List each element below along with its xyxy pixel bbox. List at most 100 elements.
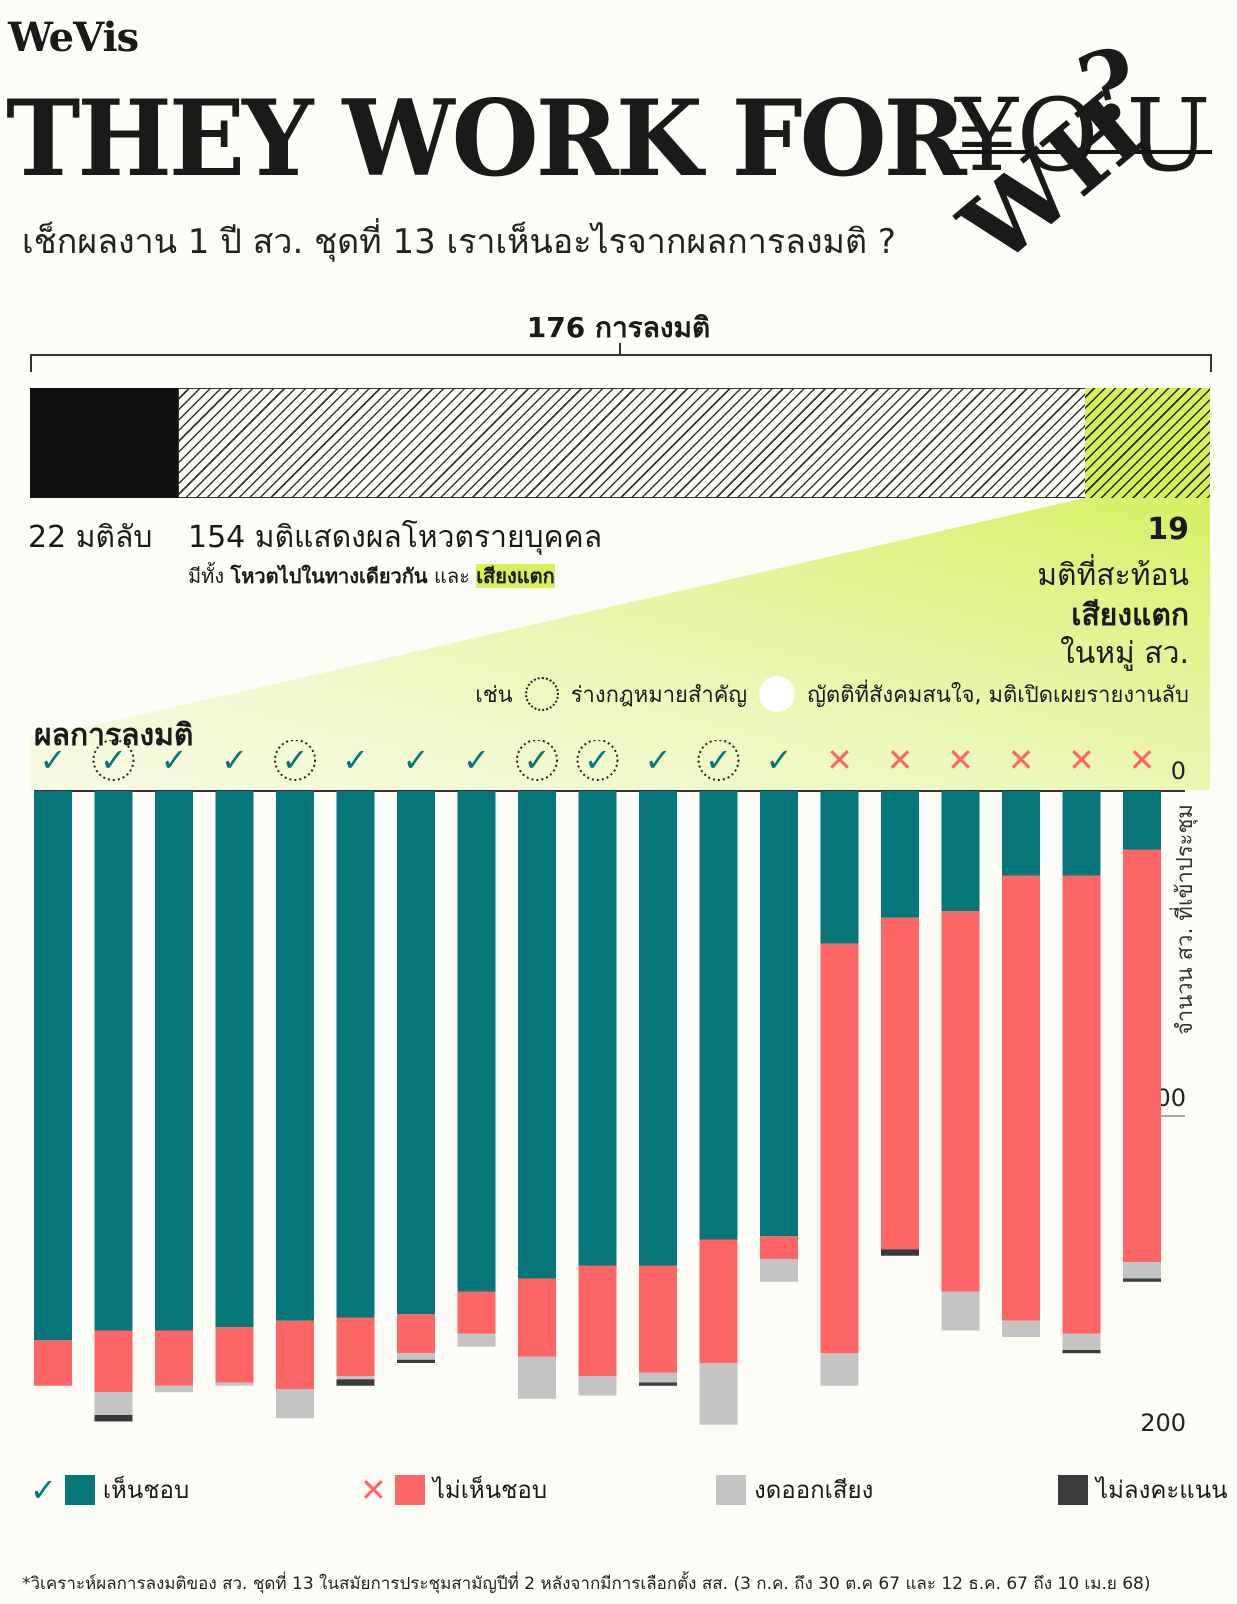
footnote: *วิเคราะห์ผลการลงมติของ สว. ชุดที่ 13 ใน… [22, 1574, 1151, 1594]
bar-segment-disagree [941, 911, 980, 1292]
bar-segment-disagree [1123, 849, 1161, 1263]
check-icon: ✓ [524, 741, 551, 779]
bracket-tick [619, 343, 621, 355]
check-icon: ✓ [766, 741, 793, 779]
bar-segment-agree [881, 791, 919, 918]
bar-segment-agree [457, 791, 496, 1292]
legend-disagree: ✕ ไม่เห็นชอบ [360, 1470, 547, 1509]
note-prefix: มีทั้ง [188, 564, 225, 588]
check-icon: ✓ [342, 741, 369, 779]
page-title: THEY WORK FOR [6, 76, 967, 201]
subtitle: เช็กผลงาน 1 ปี สว. ชุดที่ 13 เราเห็นอะไร… [22, 222, 896, 262]
bar-segment-agree [1123, 791, 1161, 850]
legend-swatch-novote [1058, 1474, 1088, 1505]
legend-agree-label: เห็นชอบ [102, 1476, 190, 1504]
chart-legend: ✓ เห็นชอบ ✕ ไม่เห็นชอบ งดออกเสียง ไม่ลงค… [0, 1470, 1237, 1520]
important-bill-circle-icon [697, 740, 740, 781]
cross-icon: ✕ [360, 1470, 387, 1509]
bar-segment-agree [820, 791, 859, 944]
bar-segment-disagree [881, 917, 919, 1250]
y-tick-label: 200 [1140, 1409, 1186, 1437]
legend-abstain: งดออกเสียง [716, 1470, 873, 1509]
bar-segment-disagree [457, 1291, 496, 1334]
note-split-highlight: เสียงแตก [476, 564, 555, 588]
bar-segment-novote [397, 1359, 435, 1363]
bar-segment-novote [639, 1382, 677, 1386]
bar-segment-abstain [760, 1259, 798, 1282]
strikethrough-line [950, 150, 1212, 154]
check-icon: ✓ [30, 1470, 57, 1509]
bar-segment-disagree [760, 1236, 798, 1259]
note-and: และ [433, 564, 470, 588]
check-icon: ✓ [705, 741, 732, 779]
bar-segment-agree [1002, 791, 1040, 876]
split-votes-segment [1085, 388, 1210, 498]
bar-segment-abstain [639, 1372, 677, 1383]
legend-swatch-abstain [716, 1474, 746, 1505]
bar-segment-abstain [1002, 1320, 1040, 1337]
legend-novote-label: ไม่ลงคะแนน [1096, 1476, 1228, 1504]
chart-heading: ผลการลงมติ [34, 718, 194, 753]
bar-segment-abstain [215, 1382, 254, 1386]
split-label-line1: มติที่สะท้อน [1037, 558, 1189, 593]
secret-votes-segment [30, 388, 178, 498]
total-bracket [30, 354, 1212, 372]
bar-segment-disagree [1062, 875, 1101, 1334]
split-label-line2: เสียงแตก [1071, 598, 1189, 633]
bar-segment-abstain [1062, 1333, 1101, 1350]
bar-segment-agree [397, 791, 435, 1315]
cross-icon: ✕ [1008, 741, 1035, 779]
check-icon: ✓ [463, 741, 490, 779]
bar-segment-abstain [397, 1353, 435, 1360]
example-prefix: เช่น [475, 682, 513, 708]
y-axis-label: จำนวน สว. ที่เข้าประชุม [1169, 804, 1198, 1035]
secret-votes-label: 22 มติลับ [28, 520, 153, 555]
cross-icon: ✕ [1129, 741, 1156, 779]
bar-segment-disagree [518, 1278, 556, 1357]
bar-segment-abstain [699, 1363, 738, 1425]
bar-segment-agree [336, 791, 375, 1318]
individual-votes-note: มีทั้ง โหวตไปในทางเดียวกัน และ เสียงแตก [188, 560, 555, 592]
highlight-fan [30, 498, 1210, 790]
total-votes-label: 176 การลงมติ [526, 311, 711, 344]
bar-segment-disagree [94, 1330, 133, 1393]
bar-segment-novote [336, 1379, 375, 1386]
legend-swatch-agree [64, 1474, 95, 1505]
bar-segment-abstain [820, 1353, 859, 1386]
bar-segment-abstain [276, 1389, 314, 1419]
note-unanimous: โหวตไปในทางเดียวกัน [230, 564, 428, 588]
bar-segment-novote [94, 1415, 133, 1422]
bar-segment-novote [1123, 1278, 1161, 1282]
bar-segment-agree [760, 791, 798, 1237]
legend-disagree-label: ไม่เห็นชอบ [432, 1476, 548, 1504]
individual-votes-segment [178, 388, 1087, 498]
bar-segment-novote [881, 1249, 919, 1256]
y-tick-label: 0 [1171, 757, 1186, 785]
bar-segment-abstain [155, 1385, 193, 1393]
important-bill-circle-icon [576, 740, 619, 781]
cross-icon: ✕ [1068, 741, 1095, 779]
check-icon: ✓ [100, 741, 127, 779]
example-legend: เช่น ร่างกฎหมายสำคัญ ญัตติที่สังคมสนใจ, … [475, 676, 1189, 712]
bar-segment-agree [34, 791, 72, 1341]
cross-icon: ✕ [947, 741, 974, 779]
bar-segment-abstain [1123, 1262, 1161, 1279]
bar-segment-agree [1062, 791, 1101, 876]
bar-segment-abstain [457, 1333, 496, 1347]
bar-segment-disagree [336, 1317, 375, 1376]
bar-segment-agree [639, 791, 677, 1266]
bar-segment-disagree [820, 943, 859, 1354]
bar-segment-disagree [155, 1330, 193, 1386]
legend-novote: ไม่ลงคะแนน [1058, 1470, 1228, 1509]
check-icon: ✓ [40, 741, 67, 779]
bar-segment-abstain [941, 1291, 980, 1331]
bar-segment-disagree [276, 1320, 314, 1389]
bar-segment-agree [155, 791, 193, 1331]
bar-segment-disagree [34, 1340, 72, 1386]
bar-segment-disagree [1002, 875, 1040, 1321]
bar-segment-abstain [336, 1376, 375, 1380]
bar-segment-disagree [215, 1327, 254, 1383]
white-circle-icon [759, 676, 796, 712]
check-icon: ✓ [221, 741, 248, 779]
